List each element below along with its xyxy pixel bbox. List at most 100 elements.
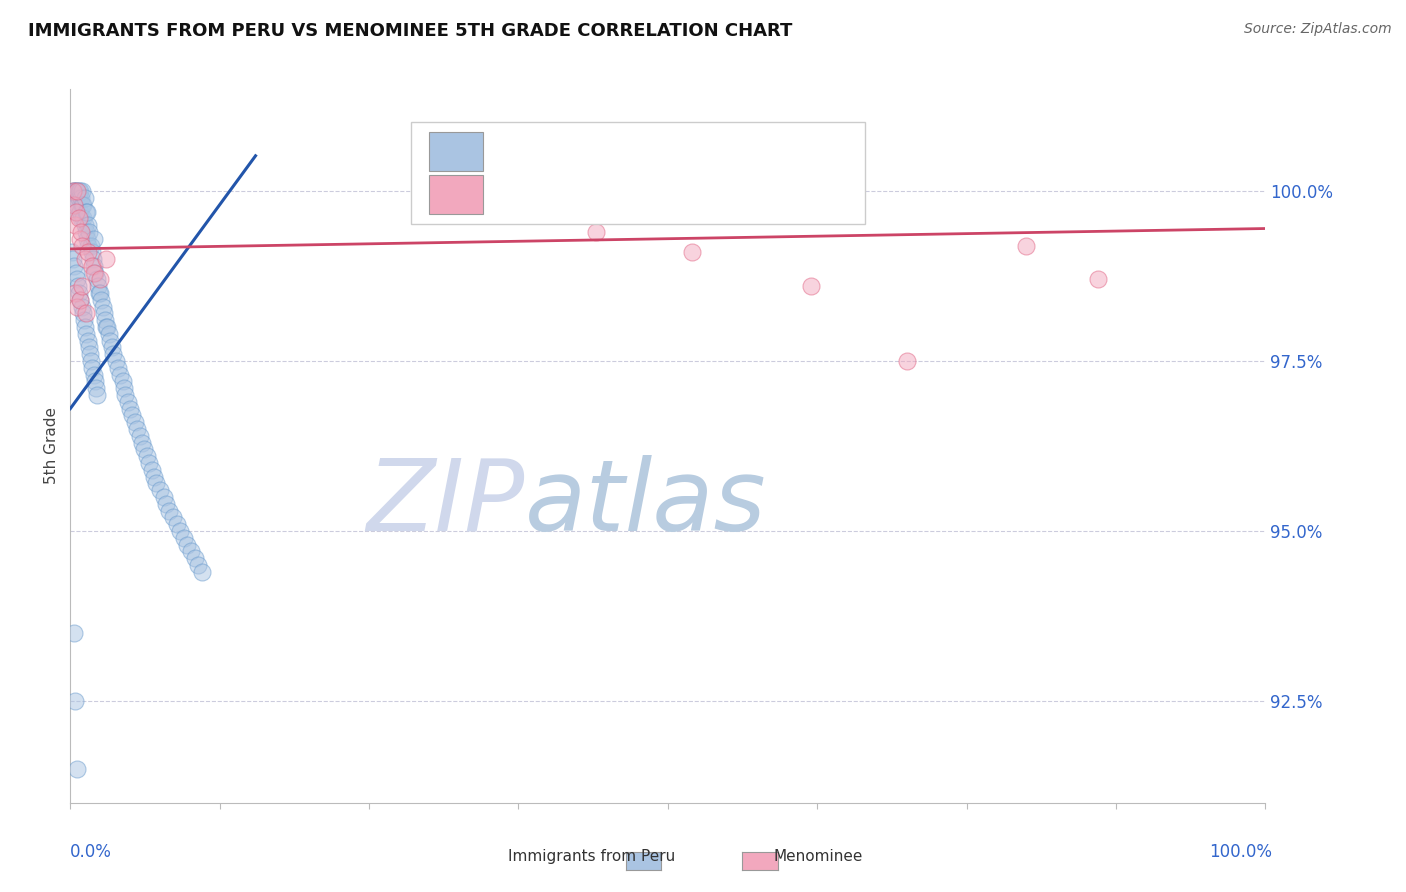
Point [96, 320, 118, 334]
Point [84, 266, 107, 280]
Point [72, 211, 94, 226]
Point [65, 266, 87, 280]
Point [176, 537, 198, 551]
Point [84, 381, 107, 395]
Point [67, 191, 90, 205]
Point [101, 341, 124, 355]
Point [87, 279, 110, 293]
Point [183, 551, 205, 566]
Point [70, 191, 93, 205]
Point [145, 476, 167, 491]
Point [112, 381, 135, 395]
Text: R = 0.424   N = 105: R = 0.424 N = 105 [501, 143, 668, 161]
Point [75, 320, 97, 334]
Point [66, 184, 89, 198]
Point [65, 204, 87, 219]
Point [66, 198, 89, 212]
Point [63, 218, 86, 232]
Point [79, 225, 101, 239]
Point [77, 245, 100, 260]
Point [152, 490, 174, 504]
Point [70, 225, 93, 239]
Point [67, 286, 90, 301]
Point [67, 184, 90, 198]
Point [77, 341, 100, 355]
Point [79, 347, 101, 361]
Point [127, 422, 149, 436]
Point [73, 191, 96, 205]
Point [89, 286, 111, 301]
Point [141, 463, 163, 477]
Point [70, 198, 93, 212]
Point [62, 252, 84, 266]
Point [162, 510, 184, 524]
Point [82, 360, 104, 375]
Point [585, 225, 607, 239]
Point [191, 565, 214, 579]
Point [69, 293, 91, 307]
Point [80, 245, 103, 260]
Bar [429, 132, 482, 171]
Point [70, 238, 93, 252]
Point [86, 388, 108, 402]
Point [69, 293, 91, 307]
Point [155, 497, 177, 511]
Point [69, 232, 91, 246]
Point [180, 544, 202, 558]
Text: IMMIGRANTS FROM PERU VS MENOMINEE 5TH GRADE CORRELATION CHART: IMMIGRANTS FROM PERU VS MENOMINEE 5TH GR… [28, 22, 793, 40]
Point [187, 558, 209, 572]
Point [91, 300, 114, 314]
Point [66, 184, 89, 198]
Y-axis label: 5th Grade: 5th Grade [44, 408, 59, 484]
Point [96, 320, 118, 334]
Point [69, 204, 91, 219]
Point [114, 388, 136, 402]
Point [128, 429, 150, 443]
Point [80, 259, 103, 273]
Point [73, 218, 96, 232]
Point [149, 483, 172, 498]
Point [896, 354, 918, 368]
Bar [429, 175, 482, 214]
Point [65, 184, 87, 198]
Point [87, 286, 110, 301]
Point [104, 354, 127, 368]
Point [63, 184, 86, 198]
Point [83, 232, 105, 246]
Point [159, 503, 181, 517]
Point [67, 211, 90, 226]
Point [93, 306, 115, 320]
Point [62, 184, 84, 198]
Point [63, 198, 86, 212]
Point [77, 238, 100, 252]
Point [70, 211, 93, 226]
Text: 0.0%: 0.0% [70, 843, 112, 861]
Point [75, 306, 97, 320]
Point [63, 259, 86, 273]
Point [107, 360, 129, 375]
Point [86, 272, 108, 286]
Point [70, 300, 93, 314]
Point [94, 313, 117, 327]
Point [70, 184, 93, 198]
Point [83, 375, 105, 389]
Point [75, 225, 97, 239]
Point [82, 252, 104, 266]
Point [120, 401, 141, 416]
Point [117, 394, 139, 409]
Point [103, 347, 125, 361]
Point [79, 238, 101, 252]
Point [1087, 272, 1109, 286]
Point [66, 300, 89, 314]
Text: ZIP: ZIP [366, 455, 524, 551]
Point [80, 354, 103, 368]
Point [90, 293, 112, 307]
Point [65, 204, 87, 219]
Text: R = 0.073   N =  26: R = 0.073 N = 26 [501, 186, 662, 203]
Point [69, 184, 91, 198]
Point [111, 375, 134, 389]
Point [76, 334, 98, 348]
Point [72, 306, 94, 320]
Point [173, 531, 195, 545]
Point [83, 266, 105, 280]
